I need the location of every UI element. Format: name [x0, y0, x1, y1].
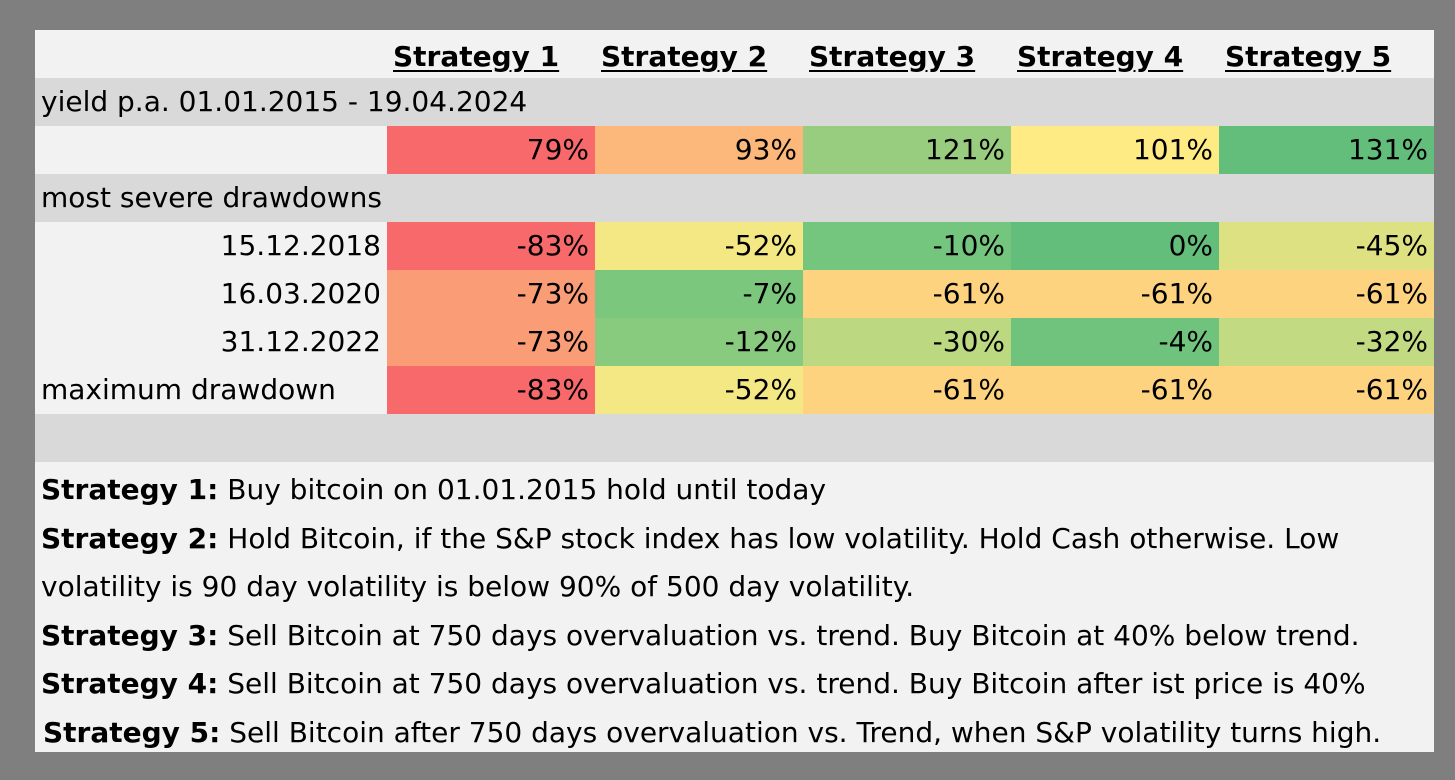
- note-strategy-2-title: Strategy 2:: [41, 521, 219, 555]
- yield-cell-strategy-2: 93%: [595, 126, 803, 174]
- drawdown-cell-strategy-3: -30%: [803, 318, 1011, 366]
- note-strategy-4: Strategy 4: Sell Bitcoin at 750 days ove…: [41, 660, 1431, 709]
- drawdown-cell-strategy-3: -10%: [803, 222, 1011, 270]
- max-drawdown-cell-strategy-5: -61%: [1219, 366, 1434, 414]
- drawdown-label: most severe drawdowns: [41, 181, 382, 214]
- drawdown-cell-strategy-1: -73%: [387, 318, 595, 366]
- header-strategy-5: Strategy 5: [1225, 40, 1392, 73]
- yield-label: yield p.a. 01.01.2015 - 19.04.2024: [41, 85, 528, 118]
- header-row: Strategy 1 Strategy 2 Strategy 3 Strateg…: [35, 30, 1434, 78]
- yield-cell-strategy-4: 101%: [1011, 126, 1219, 174]
- max-drawdown-row: maximum drawdown -83% -52% -61% -61% -61…: [35, 366, 1434, 414]
- note-strategy-2: Strategy 2: Hold Bitcoin, if the S&P sto…: [41, 515, 1431, 564]
- note-strategy-2-continued: volatility is 90 day volatility is below…: [41, 570, 915, 603]
- header-strategy-4: Strategy 4: [1017, 40, 1184, 73]
- note-strategy-5: Strategy 5: Sell Bitcoin after 750 days …: [41, 709, 1431, 758]
- max-drawdown-cell-strategy-1: -83%: [387, 366, 595, 414]
- note-strategy-1-text: Buy bitcoin on 01.01.2015 hold until tod…: [218, 473, 827, 506]
- note-strategy-1-title: Strategy 1:: [41, 473, 219, 506]
- max-drawdown-cell-strategy-4: -61%: [1011, 366, 1219, 414]
- drawdown-cell-strategy-3: -61%: [803, 270, 1011, 318]
- drawdown-cell-strategy-4: 0%: [1011, 222, 1219, 270]
- drawdown-row-3: 31.12.2022 -73% -12% -30% -4% -32%: [35, 318, 1434, 366]
- max-drawdown-cell-strategy-2: -52%: [595, 366, 803, 414]
- note-strategy-3: Strategy 3: Sell Bitcoin at 750 days ove…: [41, 612, 1431, 661]
- max-drawdown-label: maximum drawdown: [41, 373, 336, 406]
- drawdown-cell-strategy-2: -12%: [595, 318, 803, 366]
- header-strategy-1: Strategy 1: [393, 40, 560, 73]
- drawdown-cell-strategy-5: -61%: [1219, 270, 1434, 318]
- yield-cell-strategy-1: 79%: [387, 126, 595, 174]
- note-strategy-3-title: Strategy 3:: [41, 618, 219, 652]
- header-strategy-3: Strategy 3: [809, 40, 976, 73]
- note-strategy-2-text: Hold Bitcoin, if the S&P stock index has…: [218, 521, 1340, 555]
- drawdown-date: 31.12.2022: [220, 325, 381, 358]
- drawdown-cell-strategy-4: -4%: [1011, 318, 1219, 366]
- drawdown-cell-strategy-2: -7%: [595, 270, 803, 318]
- yield-cell-strategy-5: 131%: [1219, 126, 1434, 174]
- strategy-notes: Strategy 1: Buy bitcoin on 01.01.2015 ho…: [41, 466, 1431, 757]
- max-drawdown-cell-strategy-3: -61%: [803, 366, 1011, 414]
- drawdown-row-2: 16.03.2020 -73% -7% -61% -61% -61%: [35, 270, 1434, 318]
- note-strategy-5-text: Sell Bitcoin after 750 days overvaluatio…: [220, 715, 1382, 749]
- drawdown-date: 15.12.2018: [220, 229, 381, 262]
- header-strategy-2: Strategy 2: [601, 40, 768, 73]
- results-table-sheet: Strategy 1 Strategy 2 Strategy 3 Strateg…: [35, 30, 1434, 752]
- note-strategy-3-text: Sell Bitcoin at 750 days overvaluation v…: [218, 618, 1360, 652]
- yield-label-row: yield p.a. 01.01.2015 - 19.04.2024: [35, 78, 1434, 126]
- note-strategy-1: Strategy 1: Buy bitcoin on 01.01.2015 ho…: [41, 466, 1431, 515]
- drawdown-cell-strategy-1: -73%: [387, 270, 595, 318]
- drawdown-cell-strategy-4: -61%: [1011, 270, 1219, 318]
- drawdown-cell-strategy-1: -83%: [387, 222, 595, 270]
- drawdown-cell-strategy-5: -32%: [1219, 318, 1434, 366]
- drawdown-row-1: 15.12.2018 -83% -52% -10% 0% -45%: [35, 222, 1434, 270]
- drawdown-date: 16.03.2020: [220, 277, 381, 310]
- drawdown-cell-strategy-5: -45%: [1219, 222, 1434, 270]
- note-strategy-4-title: Strategy 4:: [41, 667, 219, 700]
- note-strategy-5-title: Strategy 5:: [43, 715, 221, 749]
- drawdown-cell-strategy-2: -52%: [595, 222, 803, 270]
- yield-values-row: 79% 93% 121% 101% 131%: [35, 126, 1434, 174]
- note-strategy-4-text: Sell Bitcoin at 750 days overvaluation v…: [218, 667, 1366, 700]
- spacer-band: [35, 414, 1434, 462]
- yield-cell-strategy-3: 121%: [803, 126, 1011, 174]
- drawdown-label-row: most severe drawdowns: [35, 174, 1434, 222]
